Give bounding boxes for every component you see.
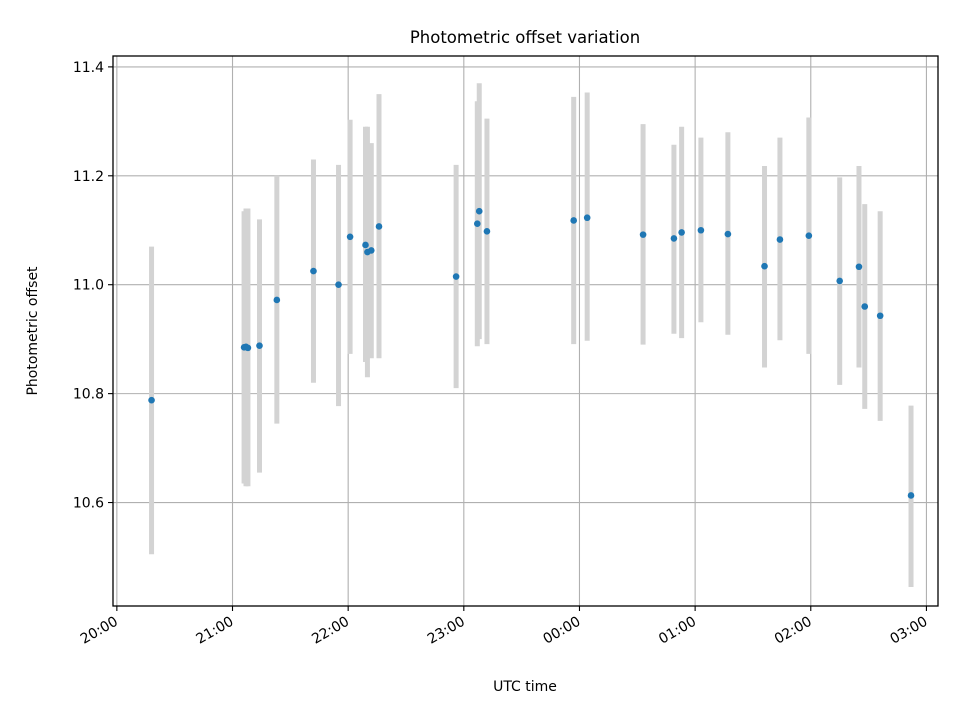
data-point [836, 277, 843, 285]
data-point [335, 281, 342, 289]
y-axis-label: Photometric offset [25, 266, 41, 396]
data-point [256, 342, 263, 350]
plot-frame [112, 55, 939, 607]
data-point [639, 231, 647, 238]
y-tick-label: 11.4 [73, 60, 104, 76]
y-axis-ticks: 10.6 10.8 11.0 11.2 11.4 [73, 60, 113, 512]
data-point [805, 232, 813, 240]
data-point [475, 207, 483, 215]
data-point [697, 226, 705, 234]
data-point [855, 263, 863, 271]
data-points [148, 207, 915, 499]
y-tick-label: 10.8 [73, 387, 104, 403]
data-point [670, 235, 678, 242]
chart-title: Photometric offset variation [410, 28, 640, 47]
data-point [678, 229, 685, 236]
data-point [570, 217, 577, 224]
data-point [583, 214, 591, 222]
data-point [310, 267, 317, 275]
data-point [375, 223, 383, 230]
data-point [483, 228, 491, 235]
data-point [776, 236, 784, 243]
y-tick-label: 11.2 [73, 169, 104, 185]
data-point [346, 233, 354, 241]
data-point [244, 344, 252, 352]
data-point [367, 247, 375, 254]
y-tick-label: 11.0 [73, 278, 104, 294]
data-point [273, 296, 281, 304]
data-point [362, 241, 369, 249]
data-point [876, 312, 884, 320]
data-point [761, 262, 768, 270]
y-tick-label: 10.6 [73, 496, 104, 512]
data-point [724, 230, 732, 238]
data-point [907, 492, 915, 499]
data-point [861, 303, 869, 310]
data-point [452, 273, 460, 280]
data-point [474, 220, 481, 228]
data-point [148, 396, 155, 404]
x-axis-label: UTC time [493, 679, 557, 695]
